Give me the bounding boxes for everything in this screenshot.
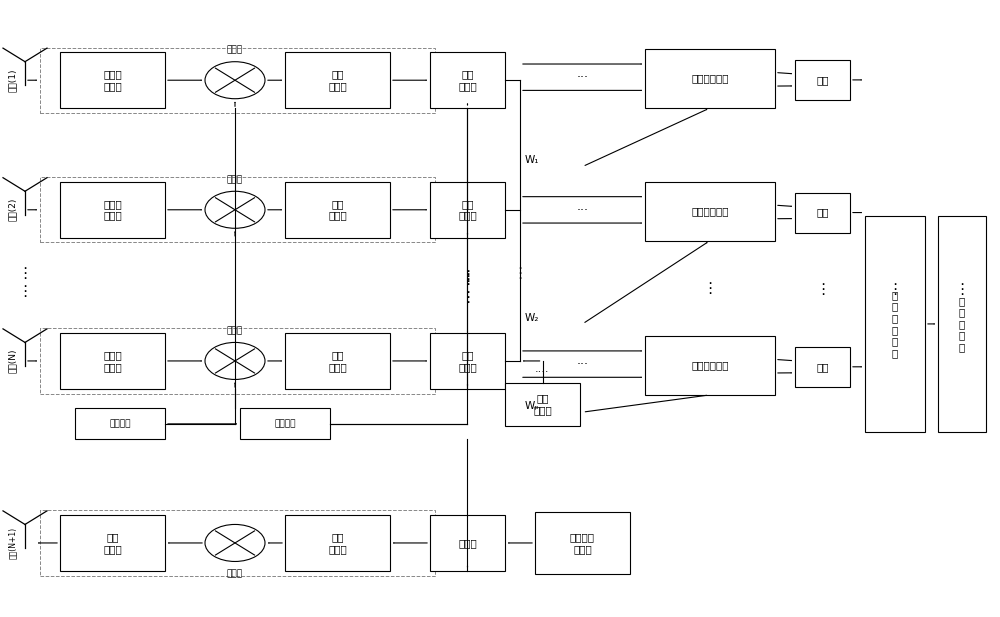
Text: W₂: W₂ (525, 313, 539, 323)
Bar (240, 408, 330, 439)
Text: 低噪声
放大器: 低噪声 放大器 (103, 69, 122, 91)
Text: ⋮: ⋮ (460, 290, 475, 305)
Bar (285, 515, 390, 571)
Bar (40, 48, 435, 113)
Bar (60, 515, 165, 571)
Text: 中频
放大器: 中频 放大器 (328, 532, 347, 554)
Bar (938, 216, 986, 432)
Text: 阵元(N+1): 阵元(N+1) (7, 527, 16, 559)
Text: ⋮: ⋮ (460, 268, 475, 284)
Text: 相关: 相关 (816, 207, 829, 218)
Bar (60, 333, 165, 389)
Bar (430, 52, 505, 108)
Text: ⋮: ⋮ (17, 284, 33, 299)
Text: ⋮: ⋮ (702, 281, 718, 296)
Text: ⋮: ⋮ (512, 267, 528, 281)
Text: ⋮: ⋮ (954, 282, 970, 297)
Text: 波束形成网络: 波束形成网络 (691, 206, 729, 217)
Text: ⋮: ⋮ (17, 265, 33, 281)
Text: ⋮: ⋮ (887, 282, 903, 297)
Text: 射频本振: 射频本振 (109, 420, 131, 428)
Text: Wₚ: Wₚ (525, 401, 540, 411)
Text: 混频器: 混频器 (227, 175, 243, 184)
Text: ···: ··· (576, 204, 588, 217)
Text: 阵元(2): 阵元(2) (7, 198, 16, 222)
Bar (430, 182, 505, 238)
Text: 二次
下变频: 二次 下变频 (458, 350, 477, 372)
Text: 位
移
量
计
算: 位 移 量 计 算 (959, 296, 965, 352)
Text: 波束形成网络: 波束形成网络 (691, 360, 729, 371)
Bar (645, 336, 775, 395)
Bar (505, 383, 580, 426)
Text: 混频器: 混频器 (227, 569, 243, 578)
Bar (40, 177, 435, 242)
Text: 最优
权矢量: 最优 权矢量 (533, 393, 552, 415)
Text: ···: ··· (576, 71, 588, 84)
Text: ⋮: ⋮ (460, 271, 475, 287)
Bar (645, 49, 775, 108)
Text: 中频本振: 中频本振 (274, 420, 296, 428)
Bar (865, 216, 925, 432)
Text: 低噪声
放大器: 低噪声 放大器 (103, 199, 122, 221)
Text: 基带信号
发生器: 基带信号 发生器 (570, 532, 595, 554)
Text: 混频器: 混频器 (227, 45, 243, 54)
Bar (795, 60, 850, 100)
Bar (535, 512, 630, 574)
Bar (285, 52, 390, 108)
Text: 二次
下变频: 二次 下变频 (458, 69, 477, 91)
Text: 相关: 相关 (816, 75, 829, 85)
Bar (40, 510, 435, 576)
Text: 干
涉
相
位
计
算: 干 涉 相 位 计 算 (892, 290, 898, 358)
Bar (795, 193, 850, 233)
Text: ⋮: ⋮ (815, 282, 830, 297)
Text: W₁: W₁ (525, 155, 540, 165)
Bar (795, 347, 850, 387)
Text: 中频
放大器: 中频 放大器 (328, 199, 347, 221)
Bar (40, 328, 435, 394)
Bar (60, 182, 165, 238)
Text: 波束形成网络: 波束形成网络 (691, 73, 729, 84)
Text: 上变频: 上变频 (458, 538, 477, 548)
Text: 功率
放大器: 功率 放大器 (103, 532, 122, 554)
Text: 混频器: 混频器 (227, 326, 243, 335)
Text: 中频
放大器: 中频 放大器 (328, 69, 347, 91)
Text: 低噪声
放大器: 低噪声 放大器 (103, 350, 122, 372)
Text: 阵元(1): 阵元(1) (7, 68, 16, 92)
Bar (645, 182, 775, 241)
Text: ····: ···· (535, 366, 550, 377)
Bar (430, 333, 505, 389)
Bar (430, 515, 505, 571)
Text: ···: ··· (576, 358, 588, 371)
Text: 相关: 相关 (816, 362, 829, 372)
Bar (60, 52, 165, 108)
Text: 中频
放大器: 中频 放大器 (328, 350, 347, 372)
Text: 二次
下变频: 二次 下变频 (458, 199, 477, 221)
Text: 阵元(N): 阵元(N) (7, 349, 16, 373)
Bar (285, 333, 390, 389)
Bar (285, 182, 390, 238)
Bar (75, 408, 165, 439)
